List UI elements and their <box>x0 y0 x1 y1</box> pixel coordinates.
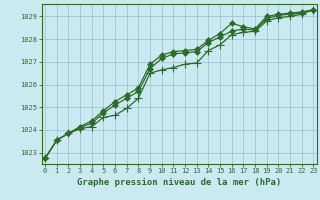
X-axis label: Graphe pression niveau de la mer (hPa): Graphe pression niveau de la mer (hPa) <box>77 178 281 187</box>
